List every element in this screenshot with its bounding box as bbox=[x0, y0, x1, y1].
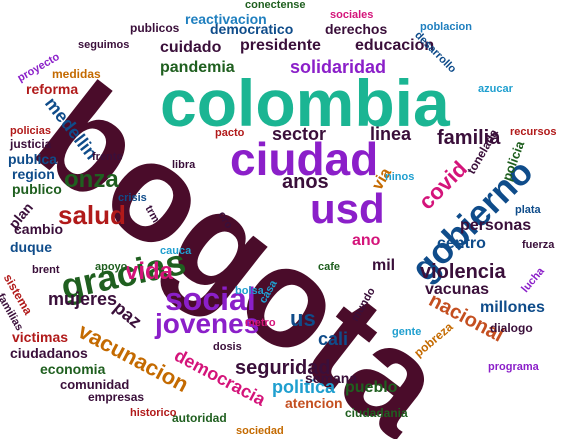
word-ciudadanos: ciudadanos bbox=[10, 345, 88, 361]
word-vida: vida bbox=[125, 258, 174, 285]
word-recursos: recursos bbox=[510, 126, 557, 138]
word-crisis: crisis bbox=[118, 192, 147, 204]
word-reactivacion: reactivacion bbox=[185, 11, 267, 27]
word-millones: millones bbox=[480, 299, 545, 316]
word-mujeres: mujeres bbox=[48, 289, 118, 309]
word-region: region bbox=[12, 166, 55, 182]
word-cali: cali bbox=[318, 329, 349, 349]
word-publicos: publicos bbox=[130, 21, 180, 35]
word-seguimos: seguimos bbox=[78, 39, 130, 51]
word-programa: programa bbox=[488, 361, 539, 373]
word-historico: historico bbox=[130, 407, 177, 419]
word-duque: duque bbox=[10, 239, 52, 255]
word-anos: anos bbox=[282, 171, 329, 193]
word-social: social bbox=[165, 281, 256, 317]
word-comunidad: comunidad bbox=[60, 377, 130, 392]
word-brent: brent bbox=[32, 264, 60, 276]
word-jovenes: jovenes bbox=[155, 308, 260, 339]
word-salud: salud bbox=[58, 200, 126, 230]
word-cafe: cafe bbox=[318, 261, 341, 273]
word-us: us bbox=[290, 306, 316, 331]
word-plata: plata bbox=[515, 204, 541, 216]
word-publica: publica bbox=[8, 151, 58, 167]
word-ano: ano bbox=[352, 232, 381, 249]
word-politica: politica bbox=[272, 377, 336, 397]
word-metro: metro bbox=[245, 317, 276, 329]
word-usd: usd bbox=[310, 185, 385, 232]
word-linea: linea bbox=[370, 124, 412, 144]
word-democratico: democratico bbox=[210, 21, 294, 37]
word-presidente: presidente bbox=[240, 37, 321, 54]
word-ninos: ninos bbox=[385, 171, 415, 183]
word-personas: personas bbox=[460, 217, 532, 234]
word-conectense: conectense bbox=[245, 0, 306, 11]
word-colombia: colombia bbox=[160, 66, 450, 140]
word-libra: libra bbox=[172, 159, 196, 171]
word-policias: policias bbox=[10, 125, 51, 137]
word-mil: mil bbox=[372, 257, 396, 274]
word-familia: familia bbox=[437, 127, 501, 149]
word-medidas: medidas bbox=[52, 67, 101, 81]
word-gente: gente bbox=[392, 326, 422, 338]
word-vacunas: vacunas bbox=[425, 281, 490, 298]
word-sector: sector bbox=[272, 124, 327, 144]
word-azucar: azucar bbox=[478, 83, 513, 95]
word-centro: centro bbox=[437, 235, 486, 252]
word-frente: frente bbox=[92, 151, 123, 163]
word-sociedad: sociedad bbox=[236, 425, 284, 437]
word-educacion: educacion bbox=[355, 37, 435, 54]
word-bolsa: bolsa bbox=[235, 285, 264, 297]
word-lucha: lucha bbox=[519, 265, 547, 296]
word-autoridad: autoridad bbox=[172, 411, 227, 425]
word-reforma: reforma bbox=[26, 81, 79, 97]
word-cauca: cauca bbox=[160, 245, 192, 257]
word-empresas: empresas bbox=[88, 390, 145, 404]
word-dosis: dosis bbox=[213, 341, 242, 353]
word-seguridad: seguridad bbox=[235, 357, 331, 379]
word-economia: economia bbox=[40, 361, 106, 377]
word-pueblo: pueblo bbox=[345, 379, 398, 396]
word-victimas: victimas bbox=[12, 329, 69, 345]
word-ciudadania: ciudadania bbox=[345, 406, 408, 420]
word-sociales: sociales bbox=[330, 9, 374, 21]
word-justicia: justicia bbox=[10, 137, 52, 151]
word-ciudad: ciudad bbox=[230, 133, 379, 185]
word-solidaridad: solidaridad bbox=[290, 57, 387, 77]
word-semana: semana bbox=[305, 370, 358, 386]
word-atencion: atencion bbox=[285, 395, 343, 411]
word-cuidado: cuidado bbox=[160, 39, 222, 56]
word-apoyo: apoyo bbox=[95, 261, 128, 273]
word-publico: publico bbox=[12, 181, 62, 197]
word-dialogo: dialogo bbox=[490, 321, 533, 335]
word-pandemia: pandemia bbox=[160, 59, 235, 76]
word-derechos: derechos bbox=[325, 21, 388, 37]
word-fuerza: fuerza bbox=[522, 239, 555, 251]
word-onza: onza bbox=[64, 166, 119, 193]
word-poblacion: poblacion bbox=[420, 21, 472, 33]
word-pacto: pacto bbox=[215, 127, 245, 139]
word-cambio: cambio bbox=[14, 221, 64, 237]
word-violencia: violencia bbox=[420, 261, 506, 283]
